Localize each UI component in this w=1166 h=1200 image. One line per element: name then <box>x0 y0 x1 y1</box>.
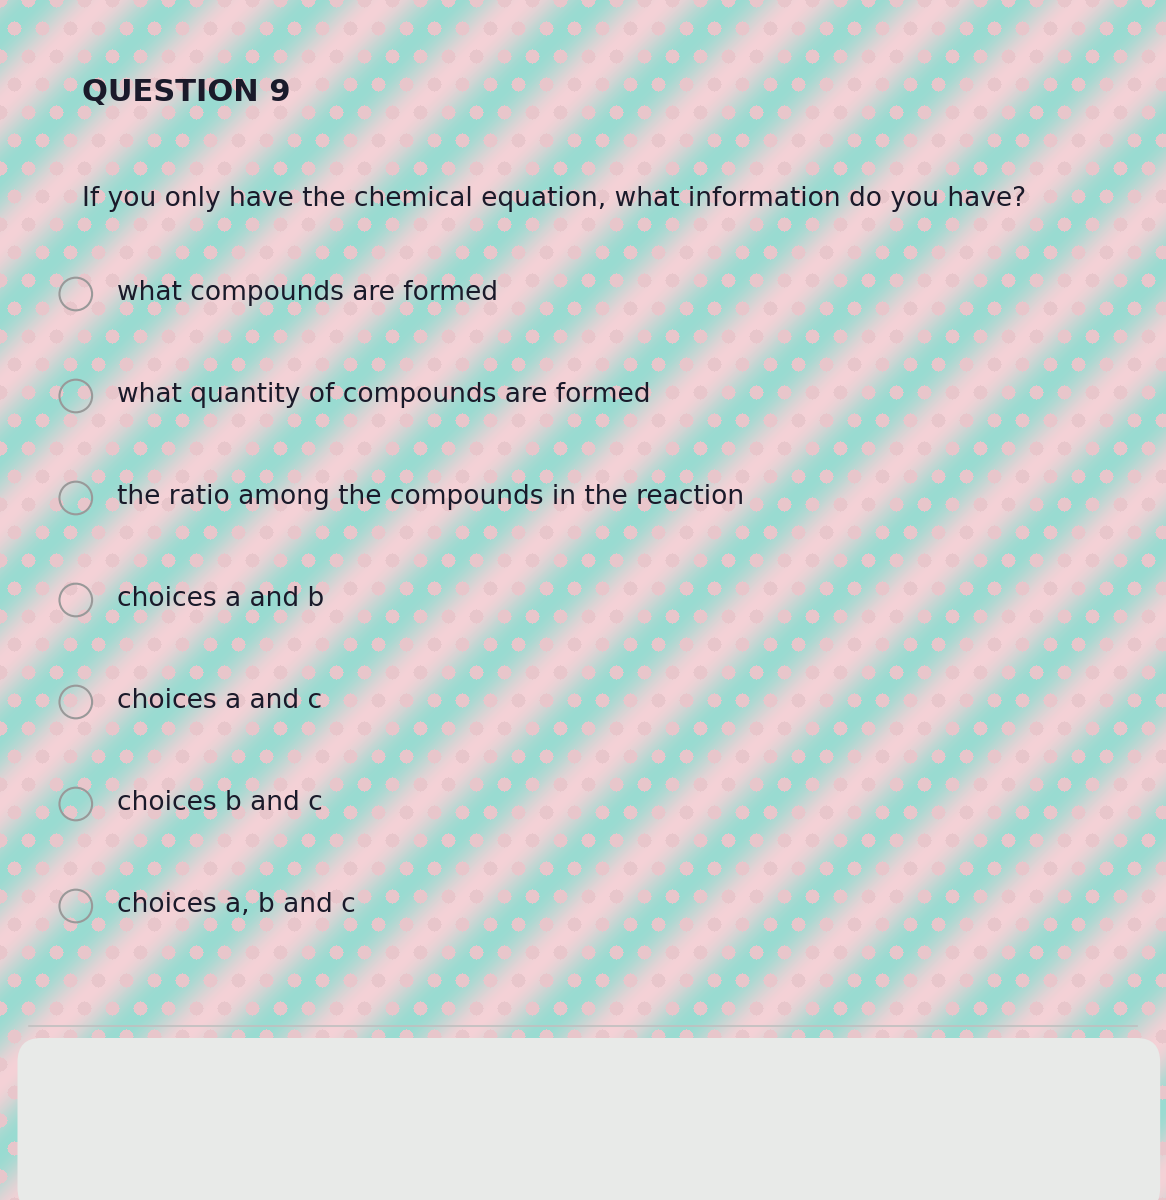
Text: the ratio among the compounds in the reaction: the ratio among the compounds in the rea… <box>117 484 744 510</box>
Text: choices b and c: choices b and c <box>117 790 322 816</box>
Text: choices a, b and c: choices a, b and c <box>117 892 356 918</box>
Text: QUESTION 9: QUESTION 9 <box>82 78 290 107</box>
Text: choices a and b: choices a and b <box>117 586 324 612</box>
FancyBboxPatch shape <box>17 1038 1160 1200</box>
Text: If you only have the chemical equation, what information do you have?: If you only have the chemical equation, … <box>82 186 1026 212</box>
Text: what compounds are formed: what compounds are formed <box>117 280 498 306</box>
Text: what quantity of compounds are formed: what quantity of compounds are formed <box>117 382 651 408</box>
Text: choices a and c: choices a and c <box>117 688 322 714</box>
